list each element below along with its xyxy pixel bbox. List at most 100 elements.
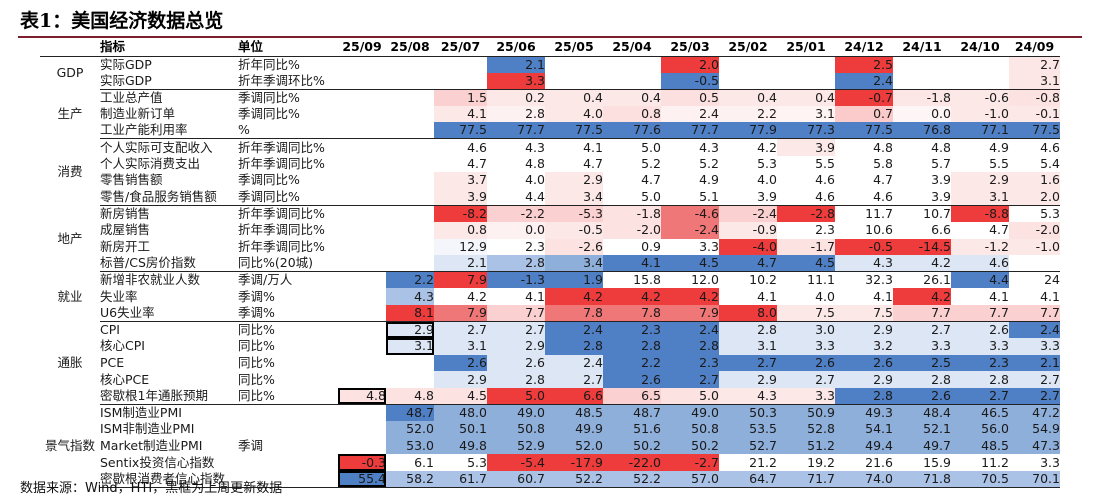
value-cell bbox=[386, 106, 434, 123]
value-cell: 2.5 bbox=[893, 354, 951, 372]
value-cell: 3.0 bbox=[777, 321, 835, 339]
value-cell: 52.2 bbox=[603, 470, 661, 488]
value-cell: 4.4 bbox=[951, 271, 1009, 289]
value-cell: -0.3 bbox=[338, 454, 386, 471]
value-cell: 4.5 bbox=[661, 255, 719, 273]
value-cell: 3.3 bbox=[893, 338, 951, 355]
value-cell: 2.9 bbox=[835, 371, 893, 388]
indicator-unit: 折年季调同比% bbox=[238, 222, 325, 238]
value-cell bbox=[338, 139, 386, 156]
value-cell: 2.7 bbox=[545, 371, 603, 388]
value-cell: 77.3 bbox=[777, 122, 835, 140]
value-cell: 7.7 bbox=[1009, 304, 1060, 322]
header-indicator: 指标 bbox=[100, 38, 238, 57]
value-cell bbox=[338, 421, 386, 438]
value-cell: -0.8 bbox=[1009, 89, 1060, 106]
indicator-unit: 同比%(20城) bbox=[238, 255, 338, 273]
value-cell: -2.0 bbox=[603, 221, 661, 239]
value-cell: 48.0 bbox=[434, 404, 487, 422]
value-cell: 8.1 bbox=[386, 304, 434, 322]
indicator-name: 新增非农就业人数 bbox=[100, 272, 201, 288]
value-cell: 2.4 bbox=[661, 321, 719, 339]
value-cell: 7.8 bbox=[603, 304, 661, 322]
value-cell: 5.0 bbox=[661, 387, 719, 405]
value-cell bbox=[951, 72, 1009, 90]
value-cell bbox=[719, 72, 777, 90]
value-cell: 76.8 bbox=[893, 122, 951, 140]
value-cell: 71.8 bbox=[893, 470, 951, 488]
indicator-unit: 同比% bbox=[238, 387, 338, 405]
value-cell: -0.7 bbox=[835, 89, 893, 106]
value-cell: 7.9 bbox=[661, 304, 719, 322]
indicator-name: 新房开工 bbox=[100, 238, 151, 254]
value-cell bbox=[338, 322, 386, 339]
value-cell: 3.3 bbox=[777, 338, 835, 355]
value-cell: -8.8 bbox=[951, 205, 1009, 222]
table-row: 密歇根消费者信心指数 55.4 58.2 61.7 60.7 52.2 52.2 57.0 64… bbox=[40, 470, 1060, 488]
value-cell: 54.1 bbox=[835, 421, 893, 438]
indicator-unit: 同比% bbox=[238, 338, 275, 354]
value-cell: 77.6 bbox=[603, 122, 661, 140]
value-cell: 2.8 bbox=[661, 338, 719, 355]
value-cell: 2.9 bbox=[434, 371, 487, 388]
value-cell: -2.4 bbox=[719, 205, 777, 222]
indicator-name: ISM非制造业PMI bbox=[100, 421, 195, 437]
value-cell bbox=[338, 172, 386, 189]
table-row: 就业 新增非农就业人数 季调/万人 2.2 7.9 -1.3 1.9 15.8 12.0 10.2… bbox=[40, 271, 1060, 304]
value-cell: 2.9 bbox=[719, 371, 777, 388]
value-cell: -0.1 bbox=[1009, 105, 1060, 123]
value-cell: 3.9 bbox=[893, 188, 951, 206]
value-cell: 0.5 bbox=[661, 89, 719, 106]
value-cell: 32.3 bbox=[865, 272, 893, 288]
value-cell: 21.2 bbox=[749, 454, 777, 470]
value-cell bbox=[338, 272, 386, 289]
value-cell bbox=[386, 371, 434, 388]
indicator-name: 失业率 bbox=[100, 288, 138, 304]
value-cell bbox=[545, 56, 603, 73]
indicator-unit: 季调同比% bbox=[238, 172, 300, 188]
value-cell: 50.8 bbox=[487, 421, 545, 438]
category-label: 就业 bbox=[57, 288, 83, 304]
value-cell: 4.3 bbox=[386, 288, 434, 305]
value-cell: 10.6 bbox=[865, 222, 893, 238]
indicator-name: 标普/CS房价指数 bbox=[100, 255, 238, 273]
value-cell: 53.0 bbox=[386, 437, 434, 455]
value-cell: 7.5 bbox=[835, 304, 893, 322]
value-cell: 1.5 bbox=[434, 89, 487, 106]
header-unit: 单位 bbox=[238, 38, 338, 57]
value-cell: 5.5 bbox=[815, 155, 835, 171]
value-cell: 5.2 bbox=[699, 155, 719, 171]
value-cell bbox=[386, 255, 434, 273]
value-cell: 3.9 bbox=[719, 188, 777, 206]
value-cell: 50.1 bbox=[434, 421, 487, 438]
value-cell: 5.8 bbox=[873, 155, 893, 171]
value-cell: -0.9 bbox=[719, 221, 777, 239]
value-cell bbox=[338, 122, 386, 140]
value-cell: 50.2 bbox=[661, 437, 719, 455]
value-cell: 46.5 bbox=[951, 404, 1009, 422]
indicator-unit: 同比% bbox=[238, 354, 275, 370]
value-cell: 4.6 bbox=[835, 188, 893, 206]
table-row: 生产 工业总产值 季调同比% 1.5 0.2 0.4 0.4 0.5 0.4 0.4 -0.7 -1.… bbox=[40, 89, 1060, 121]
value-cell: 2.9 bbox=[487, 338, 545, 355]
value-cell: 4.7 bbox=[467, 155, 487, 171]
value-cell bbox=[338, 355, 386, 372]
value-cell: 4.1 bbox=[757, 288, 777, 304]
value-cell bbox=[386, 188, 434, 206]
indicator-unit bbox=[238, 404, 338, 421]
value-cell: 3.3 bbox=[951, 338, 1009, 355]
value-cell: 2.6 bbox=[893, 387, 951, 405]
value-cell: 2.7 bbox=[661, 371, 719, 388]
value-cell: 2.5 bbox=[835, 56, 893, 73]
value-cell: 3.1 bbox=[386, 338, 434, 355]
value-cell: 51.6 bbox=[603, 421, 661, 438]
value-cell: 49.3 bbox=[835, 404, 893, 422]
table-row: 零售销售额 季调同比% 3.7 4.0 2.9 4.7 4.9 4.0 4.6 4.7 3.9 2.9… bbox=[40, 172, 1060, 189]
value-cell: 0.0 bbox=[893, 105, 951, 123]
value-cell: 26.1 bbox=[923, 272, 951, 288]
value-cell: 2.3 bbox=[815, 222, 835, 238]
value-cell: 3.1 bbox=[951, 188, 1009, 206]
value-cell: 2.3 bbox=[525, 238, 545, 254]
indicator-name: 零售销售额 bbox=[100, 172, 163, 188]
value-cell: 0.9 bbox=[641, 238, 661, 254]
